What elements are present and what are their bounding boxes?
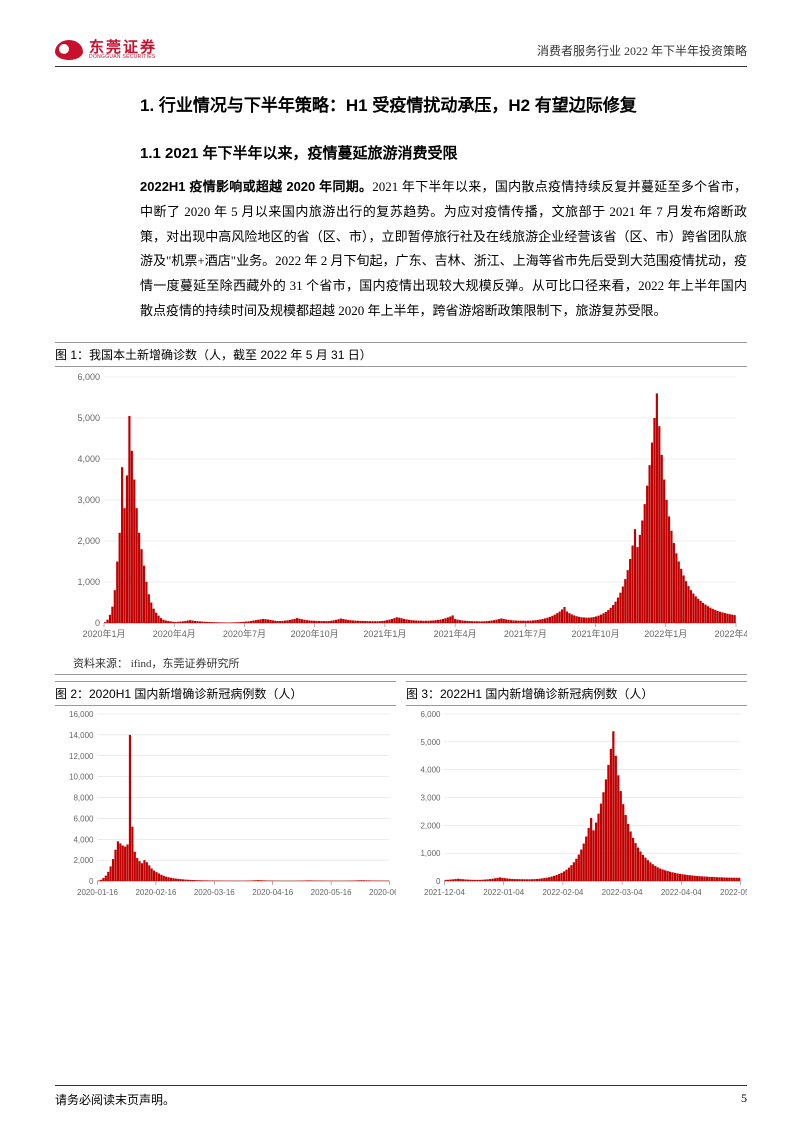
svg-text:3,000: 3,000	[77, 495, 100, 505]
svg-text:2020年7月: 2020年7月	[223, 628, 266, 639]
svg-text:2,000: 2,000	[73, 856, 94, 865]
page-number: 5	[741, 1091, 747, 1108]
para1-text: 2021 年下半年以来，国内散点疫情持续反复并蔓延至多个省市，中断了 2020 …	[140, 179, 747, 317]
svg-text:2020-05-16: 2020-05-16	[311, 888, 352, 897]
svg-text:2022-05-04: 2022-05-04	[720, 888, 747, 897]
svg-text:5,000: 5,000	[420, 737, 441, 746]
heading-1: 1. 行业情况与下半年策略：H1 受疫情扰动承压，H2 有望边际修复	[140, 87, 747, 124]
svg-text:2,000: 2,000	[77, 536, 100, 546]
svg-text:2020-01-16: 2020-01-16	[77, 888, 118, 897]
heading-2: 1.1 2021 年下半年以来，疫情蔓延旅游消费受限	[140, 142, 747, 163]
svg-text:4,000: 4,000	[420, 765, 441, 774]
fig-row: 图 2：2020H1 国内新增确诊新冠病例数（人） 0 2,000 4,000 6,0…	[55, 675, 747, 906]
page-header: 东莞证券 DONGGUAN SECURITIES 消费者服务行业 2022 年下…	[55, 40, 747, 67]
para1-bold: 2022H1 疫情影响或超越 2020 年同期。	[140, 179, 372, 194]
svg-text:4,000: 4,000	[73, 835, 94, 844]
svg-text:2021年1月: 2021年1月	[363, 628, 406, 639]
content-area: 1. 行业情况与下半年策略：H1 受疫情扰动承压，H2 有望边际修复 1.1 2…	[55, 87, 747, 324]
svg-text:2021年10月: 2021年10月	[572, 628, 620, 639]
fig2-col: 图 2：2020H1 国内新增确诊新冠病例数（人） 0 2,000 4,000 6,0…	[55, 675, 396, 906]
svg-text:2022-04-04: 2022-04-04	[661, 888, 702, 897]
logo-mark	[55, 40, 83, 60]
svg-text:2021年7月: 2021年7月	[504, 628, 547, 639]
svg-text:10,000: 10,000	[69, 772, 94, 781]
svg-text:2021年4月: 2021年4月	[434, 628, 477, 639]
svg-text:0: 0	[95, 618, 100, 628]
svg-text:12,000: 12,000	[69, 751, 94, 760]
footer-disclaimer: 请务必阅读末页声明。	[55, 1091, 175, 1108]
svg-text:8,000: 8,000	[73, 793, 94, 802]
svg-text:2022年1月: 2022年1月	[644, 628, 687, 639]
header-subtitle: 消费者服务行业 2022 年下半年投资策略	[537, 42, 747, 59]
svg-text:2022-03-04: 2022-03-04	[602, 888, 643, 897]
svg-text:16,000: 16,000	[69, 710, 94, 719]
svg-text:6,000: 6,000	[420, 710, 441, 719]
fig3-svg: 0 1,000 2,000 3,000 4,000 5,000 6,000 2021-12-0…	[406, 706, 747, 901]
svg-text:2022-02-04: 2022-02-04	[542, 888, 583, 897]
page-footer: 请务必阅读末页声明。 5	[55, 1085, 747, 1108]
paragraph-1: 2022H1 疫情影响或超越 2020 年同期。2021 年下半年以来，国内散点…	[140, 175, 747, 323]
fig1-caption: 图 1：我国本土新增确诊数（人，截至 2022 年 5 月 31 日）	[55, 342, 747, 367]
svg-text:2020年4月: 2020年4月	[153, 628, 196, 639]
svg-text:0: 0	[89, 877, 94, 886]
fig1-chart: 0 1,000 2,000 3,000 4,000 5,000 6,000 2020年1月 20…	[55, 367, 747, 652]
svg-text:2020-04-16: 2020-04-16	[252, 888, 293, 897]
svg-text:0: 0	[436, 877, 441, 886]
svg-text:2020-06-16: 2020-06-16	[369, 888, 396, 897]
fig2-svg: 0 2,000 4,000 6,000 8,000 10,000 12,000 14,000 1…	[55, 706, 396, 901]
logo: 东莞证券 DONGGUAN SECURITIES	[55, 40, 157, 60]
svg-text:1,000: 1,000	[77, 577, 100, 587]
svg-text:4,000: 4,000	[77, 454, 100, 464]
logo-en: DONGGUAN SECURITIES	[89, 55, 157, 60]
fig3-caption: 图 3：2022H1 国内新增确诊新冠病例数（人）	[406, 681, 747, 706]
svg-text:2,000: 2,000	[420, 821, 441, 830]
logo-cn: 东莞证券	[89, 40, 157, 55]
svg-text:6,000: 6,000	[73, 814, 94, 823]
svg-text:2020-03-16: 2020-03-16	[194, 888, 235, 897]
svg-text:2022-01-04: 2022-01-04	[483, 888, 524, 897]
svg-text:6,000: 6,000	[77, 372, 100, 382]
svg-text:2020年10月: 2020年10月	[291, 628, 339, 639]
svg-text:2020年1月: 2020年1月	[82, 628, 125, 639]
svg-text:3,000: 3,000	[420, 793, 441, 802]
svg-text:2020-02-16: 2020-02-16	[135, 888, 176, 897]
svg-text:2022年4月: 2022年4月	[714, 628, 747, 639]
svg-text:2021-12-04: 2021-12-04	[424, 888, 465, 897]
fig3-col: 图 3：2022H1 国内新增确诊新冠病例数（人） 0 1,000 2,000 3,0…	[406, 675, 747, 906]
fig1-source: 资料来源： ifind，东莞证券研究所	[55, 652, 747, 675]
fig1-svg: 0 1,000 2,000 3,000 4,000 5,000 6,000 2020年1月 20…	[55, 367, 747, 647]
svg-text:5,000: 5,000	[77, 413, 100, 423]
svg-text:1,000: 1,000	[420, 849, 441, 858]
fig2-caption: 图 2：2020H1 国内新增确诊新冠病例数（人）	[55, 681, 396, 706]
svg-text:14,000: 14,000	[69, 730, 94, 739]
